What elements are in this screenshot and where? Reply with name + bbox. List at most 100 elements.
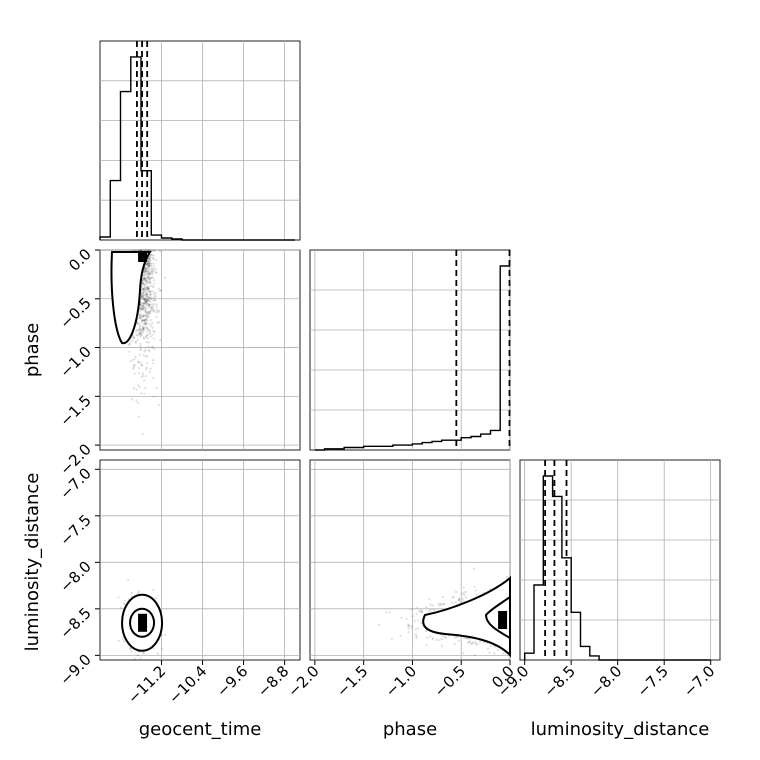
sample-point <box>146 285 149 288</box>
sample-point <box>140 364 144 367</box>
sample-point <box>137 367 141 370</box>
sample-point <box>139 334 142 338</box>
sample-point <box>119 606 123 609</box>
sample-point <box>144 323 148 326</box>
sample-point <box>468 638 471 641</box>
sample-point <box>147 297 151 300</box>
sample-point <box>149 284 152 287</box>
sample-point <box>144 297 147 301</box>
sample-point <box>476 643 479 646</box>
sample-point <box>142 354 145 357</box>
sample-point <box>410 626 413 630</box>
sample-point <box>457 598 460 601</box>
sample-point <box>145 263 148 266</box>
density-peak-block <box>138 252 148 262</box>
sample-point <box>478 640 482 644</box>
sample-point <box>146 282 149 285</box>
sample-point <box>146 288 150 291</box>
sample-point <box>149 331 152 335</box>
sample-point <box>145 262 148 265</box>
sample-point <box>136 401 139 404</box>
sample-point <box>139 345 142 348</box>
sample-point <box>415 613 418 616</box>
x-tick-label-luminosity-distance: −7.0 <box>680 662 718 700</box>
sample-point <box>149 249 152 252</box>
sample-point <box>454 590 458 594</box>
sample-point <box>151 272 154 275</box>
sample-point <box>139 304 142 307</box>
sample-point <box>154 295 157 298</box>
sample-point <box>127 578 130 582</box>
sample-point <box>139 317 142 320</box>
sample-point <box>145 313 148 316</box>
sample-point <box>147 276 151 279</box>
sample-point <box>147 290 151 293</box>
sample-point <box>474 640 477 644</box>
sample-point <box>142 374 145 378</box>
sample-point <box>139 362 142 365</box>
sample-point <box>139 332 142 335</box>
sample-point <box>137 590 140 593</box>
sample-point <box>159 339 162 342</box>
sample-point <box>155 271 158 274</box>
sample-point <box>151 346 154 349</box>
sample-point <box>155 387 158 390</box>
sample-point <box>146 301 149 304</box>
sample-point <box>137 372 140 375</box>
sample-point <box>143 350 146 353</box>
sample-point <box>143 319 146 322</box>
sample-point <box>132 336 135 339</box>
sample-point <box>142 291 145 294</box>
sample-point <box>489 588 492 591</box>
sample-point <box>388 611 391 614</box>
sample-point <box>150 273 153 276</box>
sample-point <box>145 334 148 337</box>
sample-point <box>142 288 145 291</box>
sample-point <box>138 333 141 336</box>
sample-point <box>149 290 152 294</box>
sample-point <box>159 250 162 253</box>
sample-point <box>442 635 445 638</box>
sample-point <box>142 326 145 329</box>
sample-point <box>152 304 155 308</box>
sample-point <box>156 652 159 655</box>
sample-point <box>153 298 157 301</box>
sample-point <box>145 279 148 282</box>
grid-lines <box>100 41 720 660</box>
sample-point <box>432 608 435 612</box>
sample-point <box>140 302 143 305</box>
sample-point <box>145 366 148 369</box>
sample-point <box>464 590 467 593</box>
sample-point <box>400 616 403 619</box>
sample-point <box>147 311 150 314</box>
sample-point <box>147 341 150 344</box>
sample-point <box>148 303 151 306</box>
sample-point <box>139 329 142 332</box>
x-tick-label-luminosity-distance: −8.0 <box>587 662 625 700</box>
contour-outer <box>422 575 511 658</box>
sample-point <box>132 334 135 337</box>
sample-point <box>147 299 150 302</box>
sample-point <box>147 286 150 289</box>
sample-point <box>444 636 447 640</box>
sample-point <box>472 567 475 570</box>
sample-point <box>144 301 147 304</box>
sample-point <box>146 319 149 322</box>
sample-point <box>145 301 148 304</box>
sample-point <box>145 293 148 296</box>
sample-point <box>146 260 150 263</box>
sample-point <box>146 327 149 330</box>
sample-point <box>149 312 152 315</box>
sample-point <box>142 297 145 300</box>
sample-point <box>145 298 148 301</box>
sample-point <box>130 650 133 653</box>
sample-point <box>146 262 149 265</box>
y-axis-label-phase: phase <box>22 323 43 377</box>
y-tick-label-luminosity-distance: −8.0 <box>56 557 94 595</box>
sample-point <box>145 314 148 317</box>
sample-point <box>141 328 144 331</box>
sample-point <box>152 270 155 273</box>
sample-point <box>137 322 140 325</box>
sample-point <box>148 270 151 273</box>
sample-point <box>148 288 151 291</box>
